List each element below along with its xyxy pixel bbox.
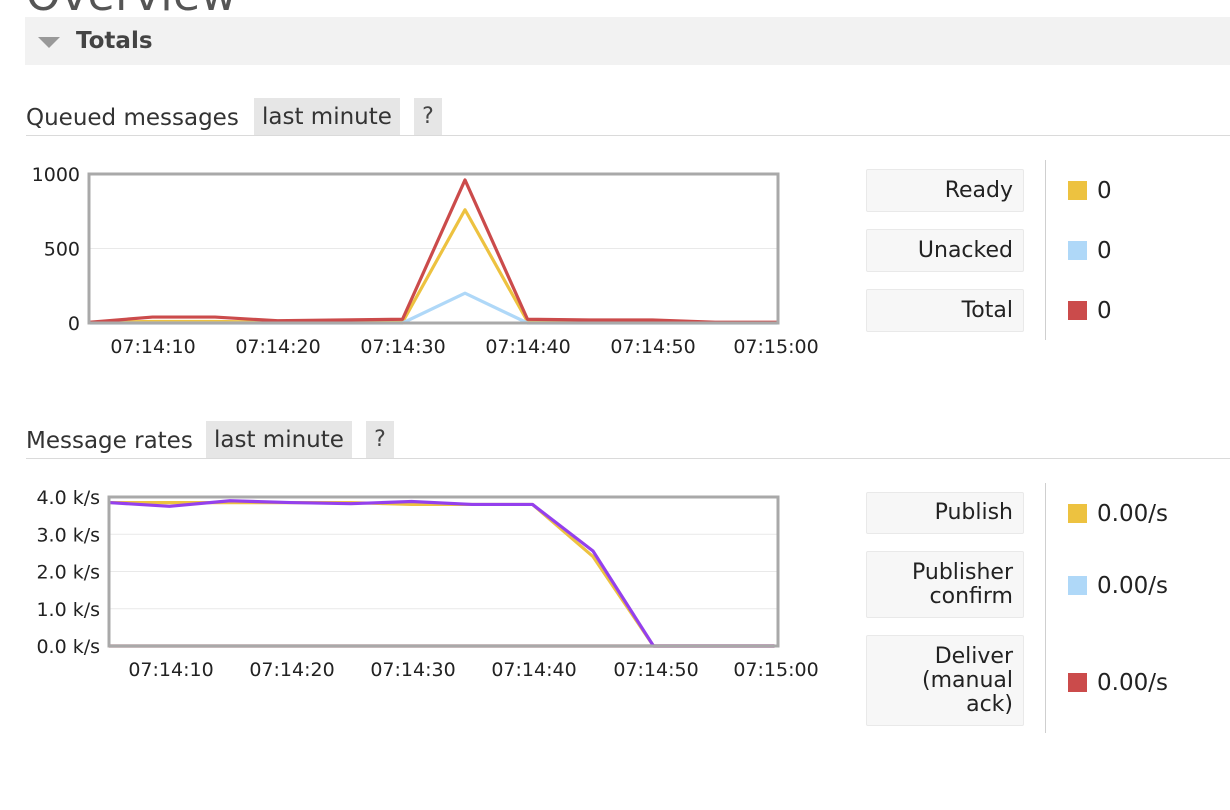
legend-ready-button[interactable]: Ready bbox=[866, 169, 1024, 212]
x-tick-label: 07:14:10 bbox=[110, 336, 195, 358]
queued-range-button[interactable]: last minute bbox=[254, 98, 400, 136]
unacked-color-swatch bbox=[1068, 241, 1087, 260]
x-tick-label: 07:14:20 bbox=[235, 336, 320, 358]
legend-publisher-confirm-button[interactable]: Publisher confirm bbox=[866, 551, 1024, 618]
rates-series-line-4 bbox=[108, 499, 775, 648]
rates-range-button[interactable]: last minute bbox=[206, 421, 352, 459]
rates-series-line-1 bbox=[109, 500, 775, 648]
deliver-color-swatch bbox=[1068, 673, 1087, 692]
y-tick-label: 0 bbox=[68, 313, 80, 335]
message-rates-chart: 0.0 k/s 1.0 k/s 2.0 k/s 3.0 k/s 4.0 k/s 07:14… bbox=[36, 487, 818, 681]
total-color-swatch bbox=[1068, 301, 1087, 320]
page-title: Overview bbox=[26, 0, 237, 18]
message-rates-title: Message rates bbox=[26, 428, 193, 454]
plot-frame bbox=[87, 172, 780, 325]
y-tick-label: 3.0 k/s bbox=[36, 524, 100, 546]
publish-color-swatch bbox=[1068, 504, 1087, 523]
legend-divider bbox=[1045, 160, 1046, 340]
x-tick-label: 07:14:50 bbox=[610, 336, 695, 358]
queued-messages-chart: 0 500 1000 07:14:10 07:14:20 07:14:30 07:14:40… bbox=[32, 164, 819, 358]
y-tick-label: 500 bbox=[44, 239, 80, 261]
collapse-triangle-icon[interactable] bbox=[38, 37, 60, 48]
queued-help-button[interactable]: ? bbox=[414, 98, 442, 136]
totals-section-header[interactable] bbox=[25, 17, 1230, 65]
legend-publish-button[interactable]: Publish bbox=[866, 492, 1024, 534]
y-tick-label: 4.0 k/s bbox=[36, 487, 100, 509]
x-tick-label: 07:14:40 bbox=[491, 659, 576, 681]
legend-total-button[interactable]: Total bbox=[866, 289, 1024, 332]
totals-title: Totals bbox=[76, 28, 153, 54]
y-tick-label: 1.0 k/s bbox=[36, 599, 100, 621]
x-tick-label: 07:14:40 bbox=[485, 336, 570, 358]
x-tick-label: 07:14:10 bbox=[128, 659, 213, 681]
legend-deliver-manual-ack-button[interactable]: Deliver (manual ack) bbox=[866, 635, 1024, 726]
rates-help-button[interactable]: ? bbox=[366, 421, 394, 459]
queued-series-line-1 bbox=[89, 208, 778, 325]
y-tick-label: 0.0 k/s bbox=[36, 636, 100, 658]
queued-series-line-3 bbox=[89, 178, 778, 324]
legend-unacked-button[interactable]: Unacked bbox=[866, 229, 1024, 272]
x-tick-label: 07:15:00 bbox=[733, 659, 818, 681]
y-tick-label: 1000 bbox=[32, 164, 80, 186]
legend-divider bbox=[1045, 483, 1046, 733]
ready-color-swatch bbox=[1068, 181, 1087, 200]
section-divider bbox=[26, 135, 1230, 136]
x-tick-label: 07:14:20 bbox=[249, 659, 334, 681]
plot-frame bbox=[107, 495, 780, 648]
publisher-confirm-color-swatch bbox=[1068, 576, 1087, 595]
x-tick-label: 07:14:50 bbox=[613, 659, 698, 681]
x-tick-label: 07:15:00 bbox=[733, 336, 818, 358]
section-divider bbox=[26, 458, 1230, 459]
y-tick-label: 2.0 k/s bbox=[36, 562, 100, 584]
queued-messages-title: Queued messages bbox=[26, 105, 239, 131]
x-tick-label: 07:14:30 bbox=[370, 659, 455, 681]
x-tick-label: 07:14:30 bbox=[360, 336, 445, 358]
